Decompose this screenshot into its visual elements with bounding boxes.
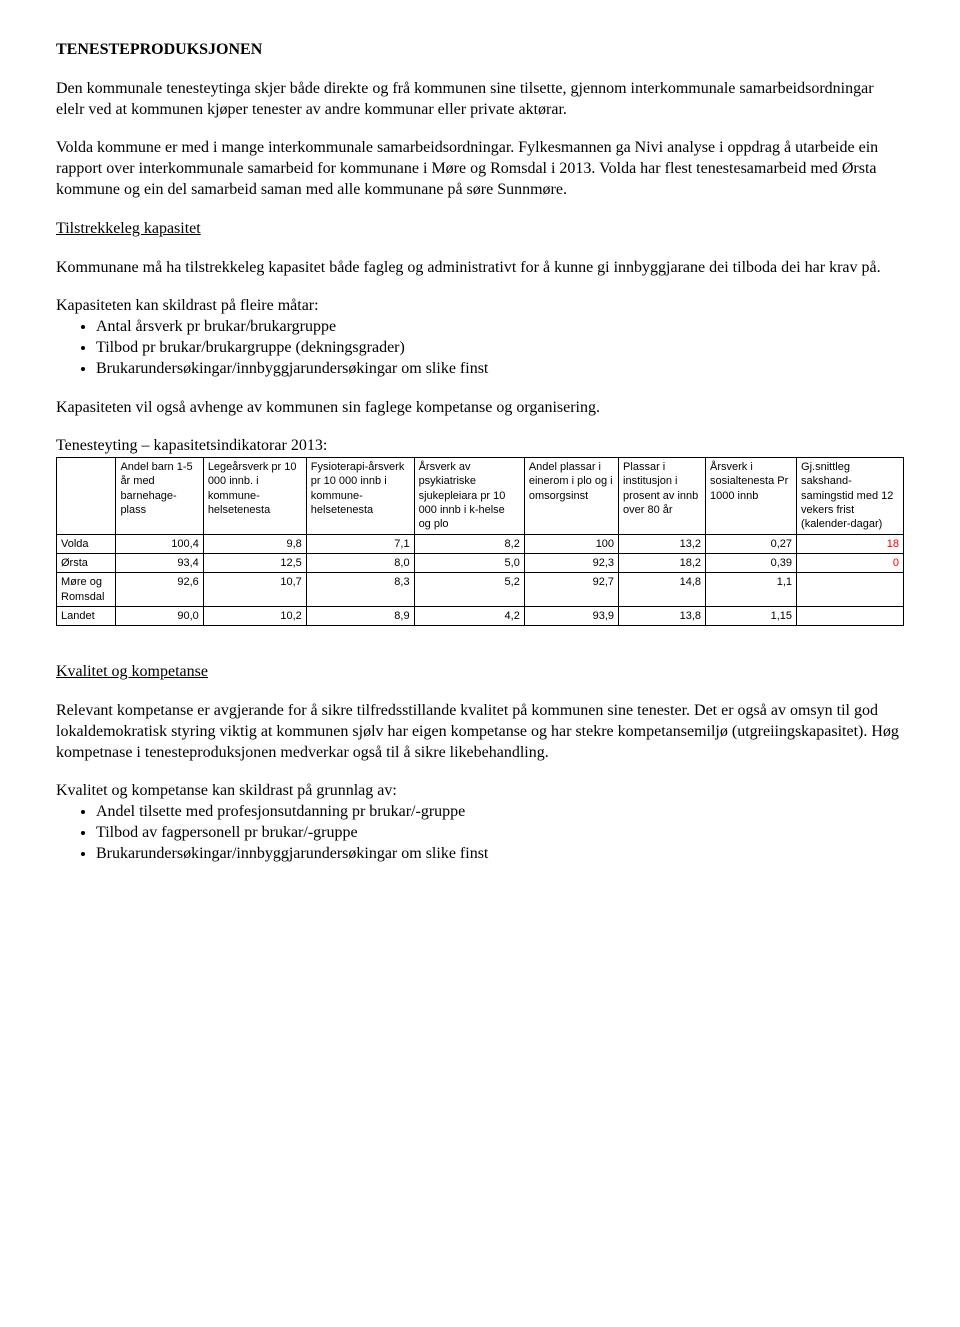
- table-cell: [797, 606, 904, 625]
- table-cell: 13,8: [619, 606, 706, 625]
- table-header-cell: Gj.snittleg sakshand-samingstid med 12 v…: [797, 458, 904, 534]
- table-row: Ørsta93,412,58,05,092,318,20,390: [57, 553, 904, 572]
- table-row-label: Volda: [57, 534, 116, 553]
- table-cell: 5,0: [414, 553, 524, 572]
- table-cell: 5,2: [414, 573, 524, 607]
- table-row-label: Ørsta: [57, 553, 116, 572]
- table-cell: 18,2: [619, 553, 706, 572]
- table-header-cell: [57, 458, 116, 534]
- list-item: Tilbod av fagpersonell pr brukar/-gruppe: [96, 823, 904, 844]
- table-cell: 92,7: [524, 573, 618, 607]
- table-cell: 100: [524, 534, 618, 553]
- table-cell: 92,6: [116, 573, 203, 607]
- page-title: TENESTEPRODUKSJONEN: [56, 40, 904, 61]
- table-cell: 8,9: [306, 606, 414, 625]
- table-cell: 12,5: [203, 553, 306, 572]
- table-header-cell: Legeårsverk pr 10 000 innb. i kommune-he…: [203, 458, 306, 534]
- table-cell: 0: [797, 553, 904, 572]
- bullet-list-capacity: Antal årsverk pr brukar/brukargruppeTilb…: [56, 317, 904, 379]
- table-cell: 9,8: [203, 534, 306, 553]
- table-cell: 93,9: [524, 606, 618, 625]
- table-row: Landet90,010,28,94,293,913,81,15: [57, 606, 904, 625]
- table-cell: [797, 573, 904, 607]
- table-row-label: Møre og Romsdal: [57, 573, 116, 607]
- list-item: Brukarundersøkingar/innbyggjarundersøkin…: [96, 359, 904, 380]
- table-cell: 7,1: [306, 534, 414, 553]
- table-cell: 1,15: [706, 606, 797, 625]
- table-cell: 13,2: [619, 534, 706, 553]
- table-cell: 10,7: [203, 573, 306, 607]
- table-cell: 8,0: [306, 553, 414, 572]
- list-item: Tilbod pr brukar/brukargruppe (dekningsg…: [96, 338, 904, 359]
- table-cell: 4,2: [414, 606, 524, 625]
- table-cell: 0,27: [706, 534, 797, 553]
- table-header-cell: Andel plassar i einerom i plo og i omsor…: [524, 458, 618, 534]
- table-row: Møre og Romsdal92,610,78,35,292,714,81,1: [57, 573, 904, 607]
- table-cell: 10,2: [203, 606, 306, 625]
- table-cell: 90,0: [116, 606, 203, 625]
- table-cell: 92,3: [524, 553, 618, 572]
- table-cell: 18: [797, 534, 904, 553]
- table-cell: 14,8: [619, 573, 706, 607]
- table-row-label: Landet: [57, 606, 116, 625]
- table-cell: 93,4: [116, 553, 203, 572]
- table-header-cell: Andel barn 1-5 år med barnehage-plass: [116, 458, 203, 534]
- table-header-cell: Plassar i institusjon i prosent av innb …: [619, 458, 706, 534]
- paragraph-capacity-list-intro: Kapasiteten kan skildrast på fleire måta…: [56, 296, 904, 317]
- list-item: Antal årsverk pr brukar/brukargruppe: [96, 317, 904, 338]
- heading-capacity: Tilstrekkeleg kapasitet: [56, 219, 904, 240]
- table-cell: 8,3: [306, 573, 414, 607]
- table-header-cell: Årsverk av psykiatriske sjukepleiara pr …: [414, 458, 524, 534]
- table-cell: 0,39: [706, 553, 797, 572]
- table-header-cell: Årsverk i sosialtenesta Pr 1000 innb: [706, 458, 797, 534]
- table-cell: 1,1: [706, 573, 797, 607]
- paragraph-intro-2: Volda kommune er med i mange interkommun…: [56, 138, 904, 200]
- paragraph-intro-1: Den kommunale tenesteytinga skjer både d…: [56, 79, 904, 121]
- bullet-list-quality: Andel tilsette med profesjonsutdanning p…: [56, 802, 904, 864]
- paragraph-capacity-1: Kommunane må ha tilstrekkeleg kapasitet …: [56, 258, 904, 279]
- capacity-indicators-table: Andel barn 1-5 år med barnehage-plassLeg…: [56, 457, 904, 626]
- table-cell: 100,4: [116, 534, 203, 553]
- table-cell: 8,2: [414, 534, 524, 553]
- list-item: Brukarundersøkingar/innbyggjarundersøkin…: [96, 844, 904, 865]
- paragraph-quality-1: Relevant kompetanse er avgjerande for å …: [56, 701, 904, 763]
- paragraph-capacity-2: Kapasiteten vil også avhenge av kommunen…: [56, 398, 904, 419]
- paragraph-quality-list-intro: Kvalitet og kompetanse kan skildrast på …: [56, 781, 904, 802]
- list-item: Andel tilsette med profesjonsutdanning p…: [96, 802, 904, 823]
- heading-quality: Kvalitet og kompetanse: [56, 662, 904, 683]
- table-title: Tenesteyting – kapasitetsindikatorar 201…: [56, 436, 904, 457]
- table-header-cell: Fysioterapi-årsverk pr 10 000 innb i kom…: [306, 458, 414, 534]
- table-row: Volda100,49,87,18,210013,20,2718: [57, 534, 904, 553]
